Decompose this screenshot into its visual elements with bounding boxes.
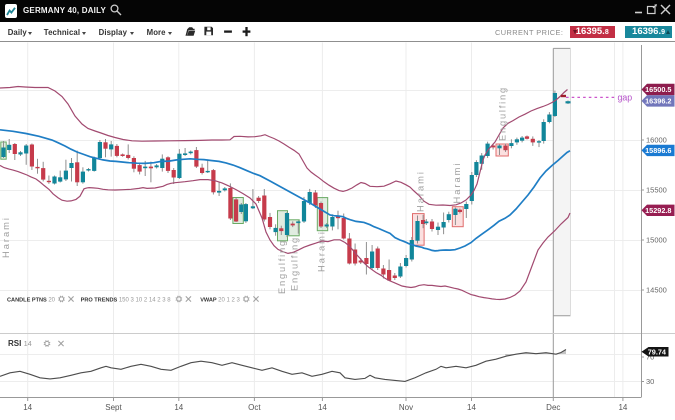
svg-text:Engulfing: Engulfing [290,236,300,291]
svg-text:70: 70 [646,353,654,362]
svg-text:Harami: Harami [317,230,327,272]
svg-text:Harami: Harami [1,216,11,258]
svg-text:Oct: Oct [248,403,261,412]
svg-text:30: 30 [646,377,654,386]
svg-text:15896.6: 15896.6 [645,146,671,155]
svg-text:RSI 14: RSI 14 [8,339,32,348]
svg-text:Harami: Harami [452,162,462,204]
svg-text:16000: 16000 [646,136,667,145]
svg-text:79.74: 79.74 [648,347,667,356]
svg-text:14500: 14500 [646,286,667,295]
svg-text:15000: 15000 [646,236,667,245]
svg-text:Dec: Dec [546,403,560,412]
svg-text:14: 14 [467,403,476,412]
svg-text:Harami: Harami [416,170,426,212]
svg-text:15292.8: 15292.8 [645,206,671,215]
svg-text:Sept: Sept [105,403,122,412]
svg-text:VWAP 20 1 2 3: VWAP 20 1 2 3 [200,298,240,304]
svg-text:PRO TRENDS 150 3 10 2 14 2 3 8: PRO TRENDS 150 3 10 2 14 2 3 8 [81,298,172,304]
svg-text:14: 14 [23,403,32,412]
svg-text:16396.2: 16396.2 [645,97,671,106]
svg-text:CANDLE PTNS 20: CANDLE PTNS 20 [7,298,56,304]
svg-text:14: 14 [174,403,183,412]
svg-text:16500.5: 16500.5 [645,85,671,94]
svg-text:Engulfing: Engulfing [277,239,287,294]
svg-text:15500: 15500 [646,186,667,195]
svg-text:Engulfing: Engulfing [498,86,508,141]
svg-text:14: 14 [618,403,627,412]
svg-text:Nov: Nov [399,403,413,412]
svg-text:14: 14 [318,403,327,412]
svg-text:gap: gap [618,93,633,103]
